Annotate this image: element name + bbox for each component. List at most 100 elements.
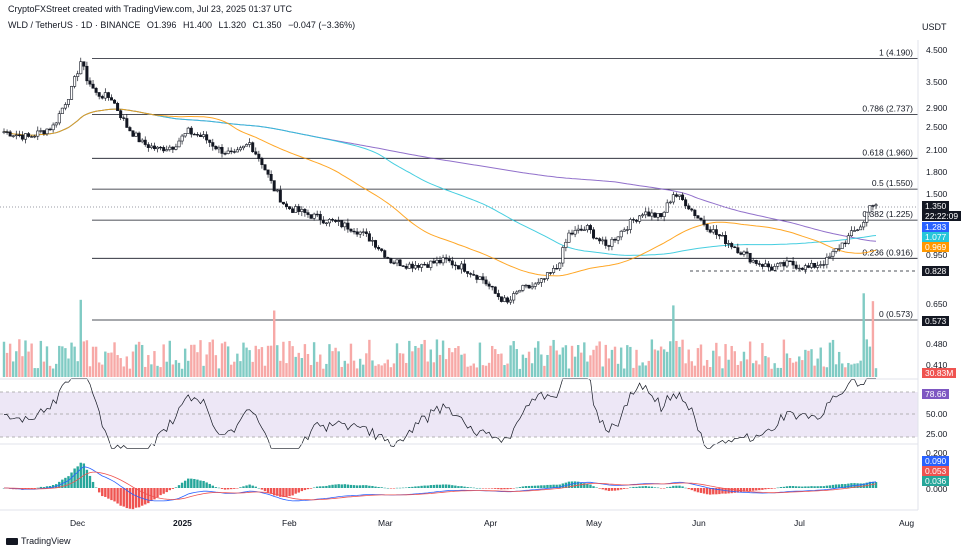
volume-bar xyxy=(423,339,426,377)
volume-bar xyxy=(346,363,350,377)
volume-bar xyxy=(45,346,49,377)
macd-histogram-bar xyxy=(312,487,316,489)
candle-body xyxy=(429,260,433,268)
volume-bar xyxy=(484,365,488,377)
macd-histogram-bar xyxy=(487,488,491,489)
candle-body xyxy=(180,135,184,142)
candle-body xyxy=(174,146,178,150)
macd-histogram-bar xyxy=(294,488,297,494)
candle-body xyxy=(819,264,823,266)
volume-bar xyxy=(503,365,506,377)
candle-body xyxy=(518,290,522,293)
volume-bar xyxy=(798,356,801,377)
macd-histogram-bar xyxy=(177,485,181,488)
macd-histogram-bar xyxy=(770,488,773,489)
volume-bar xyxy=(739,361,743,377)
macd-histogram-bar xyxy=(411,486,414,488)
candle-body xyxy=(693,209,697,216)
macd-histogram-bar xyxy=(647,486,650,488)
macd-histogram-bar xyxy=(51,485,55,488)
macd-histogram-bar xyxy=(297,488,300,493)
macd-histogram-bar xyxy=(285,488,288,497)
volume-bar xyxy=(85,340,89,377)
macd-histogram-bar xyxy=(306,488,310,490)
macd-histogram-bar xyxy=(478,487,482,489)
volume-bar xyxy=(220,343,224,377)
fib-label: 0.5 (1.550) xyxy=(872,178,913,188)
low-value: L1.320 xyxy=(218,20,247,30)
candle-body xyxy=(834,248,838,252)
volume-bar xyxy=(374,365,377,377)
macd-histogram-bar xyxy=(776,487,779,489)
volume-bar xyxy=(134,344,138,377)
candle-body xyxy=(810,262,814,268)
macd-histogram-bar xyxy=(187,478,190,488)
volume-tag: 30.83M xyxy=(922,368,957,378)
volume-bar xyxy=(451,352,454,377)
fib-levels: 1 (4.190) 0.786 (2.737) 0.618 (1.960) 0.5 (… xyxy=(92,47,918,321)
candle-body xyxy=(272,180,276,192)
volume-bar xyxy=(383,363,386,377)
candle-body xyxy=(30,136,34,138)
volume-bar xyxy=(853,363,856,377)
candle-body xyxy=(785,260,789,267)
macd-histogram-bar xyxy=(137,488,141,508)
macd-histogram-bar xyxy=(371,485,374,488)
volume-bar xyxy=(177,362,181,377)
macd-histogram-bar xyxy=(211,485,214,488)
candle-body xyxy=(456,265,460,270)
candle-body xyxy=(447,258,451,262)
volume-bar xyxy=(211,339,214,377)
price-tick: 2.500 xyxy=(926,122,948,132)
macd-histogram-bar xyxy=(180,482,184,488)
macd-histogram-bar xyxy=(193,478,196,488)
macd-histogram-bar xyxy=(36,487,39,489)
volume-bar xyxy=(764,356,767,377)
candle-body xyxy=(152,145,156,150)
macd-histogram-bar xyxy=(712,488,715,495)
macd-histogram-bar xyxy=(337,484,340,488)
volume-bar xyxy=(202,365,205,377)
macd-histogram-bar xyxy=(791,486,795,488)
macd-histogram-bar xyxy=(325,485,328,488)
volume-bar xyxy=(733,351,736,377)
macd-histogram-bar xyxy=(497,488,500,490)
candle-body xyxy=(625,229,629,231)
macd-histogram-bar xyxy=(140,488,144,506)
candle-body xyxy=(862,222,866,228)
macd-histogram-bar xyxy=(656,487,660,489)
volume-bar xyxy=(751,363,755,377)
macd-histogram-bar xyxy=(395,487,399,489)
volume-bar xyxy=(874,368,878,377)
tradingview-logo[interactable]: TradingView xyxy=(6,536,71,546)
candle-body xyxy=(119,110,123,119)
macd-histogram-bar xyxy=(248,484,251,488)
candle-body xyxy=(705,224,709,230)
symbol-label: WLD / TetherUS · 1D · BINANCE xyxy=(8,20,141,30)
macd-histogram-bar xyxy=(374,486,377,488)
volume-bar xyxy=(223,341,227,377)
volume-bar xyxy=(392,363,396,377)
volume-bar xyxy=(48,365,52,377)
volume-bar xyxy=(521,354,525,377)
macd-histogram-bar xyxy=(739,488,743,493)
macd-histogram-bar xyxy=(675,485,678,488)
volume-bar xyxy=(352,360,356,377)
volume-bar xyxy=(128,368,132,377)
volume-bar xyxy=(773,363,776,377)
candle-body xyxy=(607,245,611,247)
candle-body xyxy=(481,276,485,281)
candle-body xyxy=(638,215,642,222)
candle-body xyxy=(235,149,239,153)
volume-bar xyxy=(432,362,436,377)
candle-body xyxy=(238,147,242,151)
candle-body xyxy=(751,260,755,263)
candle-body xyxy=(20,134,24,140)
candle-body xyxy=(128,127,132,132)
volume-bar xyxy=(355,368,359,377)
candle-body xyxy=(592,229,596,239)
fib-label: 0.236 (0.916) xyxy=(862,247,913,257)
macd-histogram-bar xyxy=(33,488,36,489)
candle-body xyxy=(134,132,138,137)
